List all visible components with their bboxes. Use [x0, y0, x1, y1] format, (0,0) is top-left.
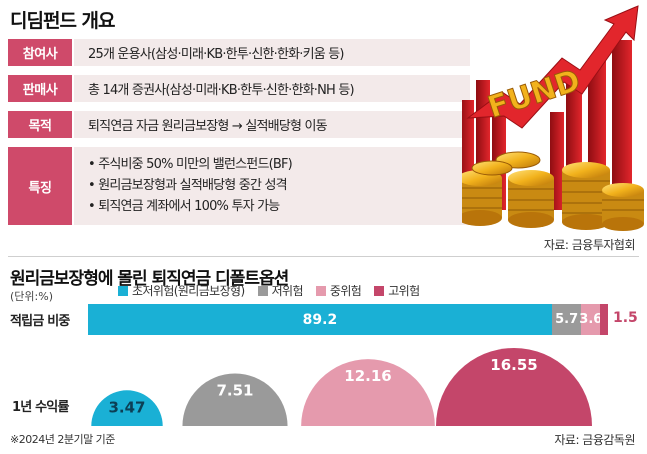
return-value-label: 7.51: [216, 381, 253, 399]
footnote: ※2024년 2분기말 기준: [10, 433, 115, 446]
features-list: • 주식비중 50% 미만의 밸런스펀드(BF) • 원리금보장형과 실적배당형…: [74, 147, 470, 225]
legend-item: 저위험: [257, 282, 304, 299]
info-label: 참여사: [8, 39, 72, 66]
return-value-label: 16.55: [490, 356, 537, 374]
legend-item: 초저위험(원리금보장형): [118, 282, 245, 299]
feature-line: • 주식비중 50% 미만의 밸런스펀드(BF): [88, 157, 293, 172]
return-value-label: 3.47: [108, 398, 145, 416]
legend-label: 저위험: [271, 284, 304, 298]
return-bubble: [182, 373, 288, 426]
legend-swatch: [315, 285, 326, 296]
legend-swatch: [257, 285, 268, 296]
info-value: 총 14개 증권사(삼성·미래·KB·한투·신한·한화·NH 등): [74, 75, 470, 102]
source-top: 자료: 금융투자협회: [543, 238, 636, 252]
share-series-label: 적립금 비중: [10, 314, 70, 329]
bar-value-label-high-risk: 1.5: [613, 310, 638, 326]
share-bar-segment: [600, 304, 608, 335]
legend-item: 중위험: [315, 282, 362, 299]
legend-swatch: [118, 285, 128, 296]
legend-label: 중위험: [329, 284, 362, 298]
source-bottom: 자료: 금융감독원: [554, 433, 635, 447]
info-label: 특징: [8, 147, 72, 225]
feature-line: • 퇴직연금 계좌에서 100% 투자 가능: [88, 199, 280, 214]
info-value: 퇴직연금 자금 원리금보장형 → 실적배당형 이동: [74, 111, 470, 138]
legend-swatch: [374, 285, 385, 296]
return-value-label: 12.16: [344, 367, 391, 385]
legend: 초저위험(원리금보장형) 저위험 중위험 고위험: [118, 282, 420, 299]
info-label: 목적: [8, 111, 72, 138]
share-stacked-bar: 89.2 5.7 3.6: [88, 304, 608, 335]
return-bubble: [91, 390, 163, 426]
share-bar-segment: 89.2: [88, 304, 552, 335]
info-label: 판매사: [8, 75, 72, 102]
legend-item: 고위험: [374, 282, 420, 299]
chart-unit: (단위:%): [10, 290, 53, 303]
legend-label: 초저위험(원리금보장형): [132, 284, 245, 298]
rising-arrow-icon: [466, 5, 639, 129]
fund-coins-arrow-illustration: FUND: [462, 5, 644, 231]
coin-stacks: [462, 151, 644, 231]
return-bubble: [436, 348, 592, 426]
legend-label: 고위험: [388, 284, 420, 298]
return-series-label: 1년 수익률: [12, 400, 69, 415]
share-bar-segment: 3.6: [579, 304, 602, 335]
overview-title: 디딤펀드 개요: [10, 10, 115, 32]
section-divider: [8, 256, 639, 257]
chart-title: 원리금보장형에 몰린 퇴직연금 디폴트옵션: [10, 269, 289, 289]
share-bar-segment: 5.7: [551, 304, 582, 335]
info-value: 25개 운용사(삼성·미래·KB·한투·신한·한화·키움 등): [74, 39, 470, 66]
return-bubble: [301, 359, 435, 426]
feature-line: • 원리금보장형과 실적배당형 중간 성격: [88, 178, 288, 193]
